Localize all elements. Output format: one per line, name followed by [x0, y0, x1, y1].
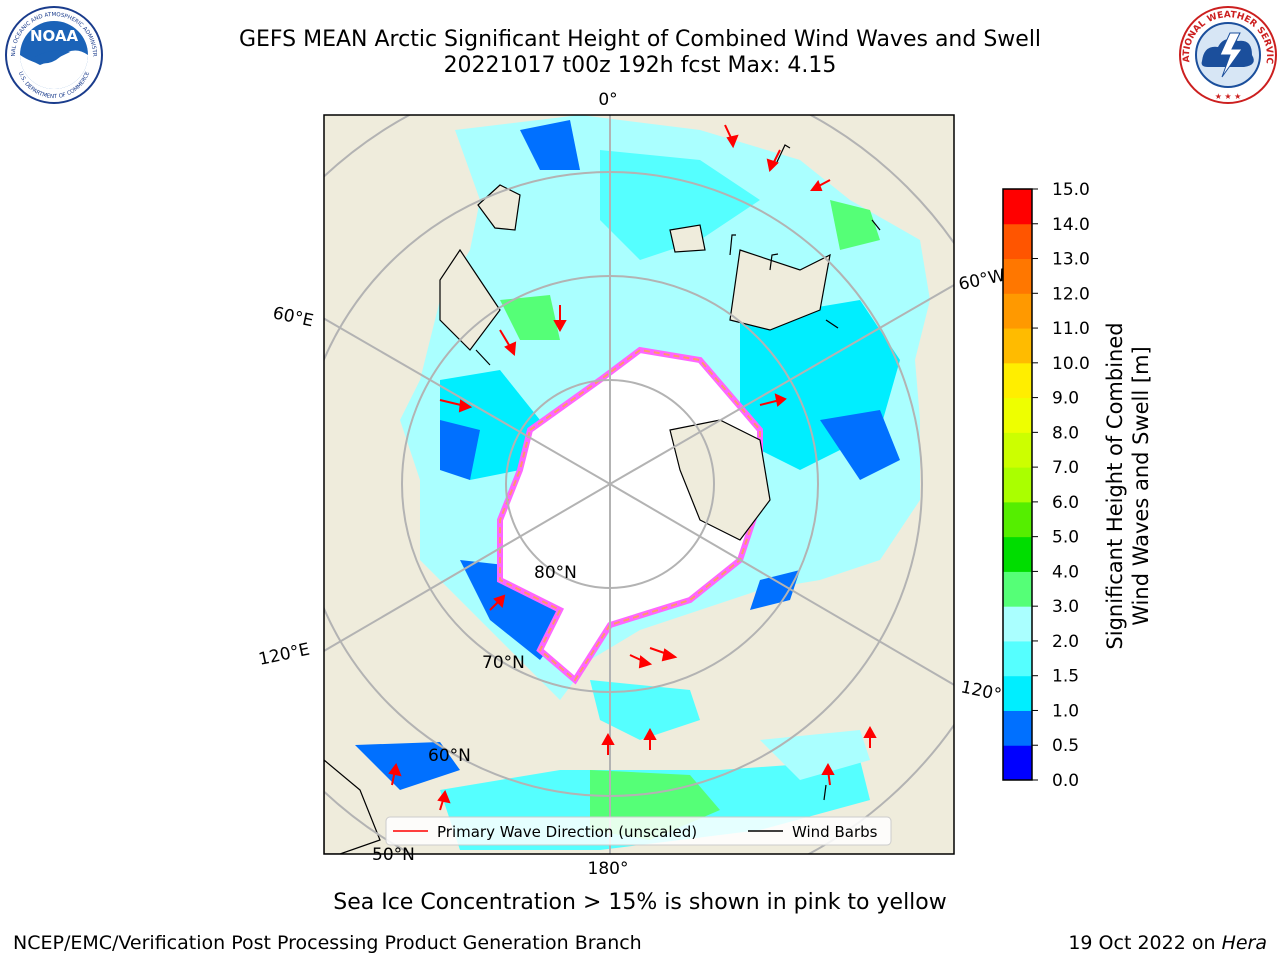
colorbar-bin [1003, 328, 1032, 364]
colorbar-bin [1003, 745, 1032, 781]
colorbar-bin [1003, 362, 1032, 399]
colorbar-bin [1003, 223, 1032, 260]
colorbar-bin [1003, 606, 1032, 642]
lat-label-70: 70°N [482, 653, 525, 673]
noaa-logo-text: NOAA [30, 27, 79, 45]
colorbar-tick-label: 7.0 [1052, 458, 1079, 478]
colorbar-tick-label: 2.0 [1052, 632, 1079, 652]
colorbar-tick-label: 10.0 [1052, 354, 1090, 374]
lon-label-120e: 120°E [257, 640, 312, 670]
map-body: Primary Wave Direction (unscaled) Wind B… [324, 115, 954, 854]
colorbar-bin [1003, 293, 1032, 329]
ice-note: Sea Ice Concentration > 15% is shown in … [333, 890, 947, 915]
landmasses [324, 184, 831, 854]
colorbar-tick-label: 11.0 [1052, 319, 1090, 339]
colorbar-bin [1003, 675, 1032, 711]
colorbar-tick-label: 12.0 [1052, 284, 1090, 304]
colorbar-bin [1003, 536, 1032, 572]
lat-label-60: 60°N [428, 746, 471, 766]
colorbar-bin [1003, 640, 1032, 677]
nws-logo: NATIONAL WEATHER SERVICE ★ ★ ★ [1178, 5, 1277, 104]
lat-label-50: 50°N [372, 845, 415, 865]
lon-label-0: 0° [598, 90, 617, 110]
legend-wave-label: Primary Wave Direction (unscaled) [437, 823, 697, 841]
colorbar-tick-label: 14.0 [1052, 215, 1090, 235]
map-legend: Primary Wave Direction (unscaled) Wind B… [385, 816, 892, 846]
footer-credit: NCEP/EMC/Verification Post Processing Pr… [13, 932, 642, 954]
colorbar-tick-label: 13.0 [1052, 250, 1090, 270]
lat-label-80: 80°N [534, 563, 577, 583]
map-frame [323, 114, 955, 855]
lon-label-180: 180° [588, 859, 629, 879]
colorbar-bin [1003, 710, 1032, 746]
noaa-logo: NOAA NATIONAL OCEANIC AND ATMOSPHERIC AD… [4, 5, 103, 104]
chart-subtitle: 20221017 t00z 192h fcst Max: 4.15 [443, 53, 837, 78]
colorbar-tick-label: 6.0 [1052, 493, 1079, 513]
colorbar-bin [1003, 397, 1032, 433]
colorbar-bin [1003, 467, 1032, 503]
colorbar-tick-label: 1.5 [1052, 667, 1079, 687]
colorbar-tick-label: 15.0 [1052, 180, 1090, 200]
colorbar-bin [1003, 258, 1032, 294]
svg-text:★ ★ ★: ★ ★ ★ [1215, 92, 1242, 101]
colorbar-tick-label: 1.0 [1052, 701, 1079, 721]
colorbar-tick-label: 4.0 [1052, 562, 1079, 582]
lon-label-60e: 60°E [271, 303, 315, 331]
colorbar-bin [1003, 432, 1032, 468]
colorbar-title: Significant Height of Combined Wind Wave… [1103, 322, 1153, 650]
colorbar-tick-label: 9.0 [1052, 389, 1079, 409]
legend-barb-label: Wind Barbs [792, 823, 878, 841]
wind-barbs [475, 144, 881, 801]
colorbar-tick-label: 0.5 [1052, 736, 1079, 756]
colorbar-bin [1003, 571, 1032, 607]
colorbar-bin [1003, 189, 1032, 225]
colorbar-bin [1003, 501, 1032, 538]
wave-direction-arrows [388, 124, 877, 811]
footer-date: 19 Oct 2022 on Hera [1068, 932, 1267, 954]
colorbar-tick-label: 8.0 [1052, 423, 1079, 443]
colorbar-tick-label: 3.0 [1052, 597, 1079, 617]
lon-label-60w: 60°W [957, 266, 1007, 295]
colorbar-frame [1002, 188, 1033, 781]
colorbar: 0.0 0.5 1.0 1.5 2.0 3.0 4.0 5.0 6.0 7.0 8.0 9.0 10.0… [1002, 180, 1090, 791]
colorbar-tick-label: 0.0 [1052, 771, 1079, 791]
colorbar-tick-label: 5.0 [1052, 528, 1079, 548]
footer-host: Hera [1221, 932, 1267, 954]
chart-title: GEFS MEAN Arctic Significant Height of C… [238, 27, 1042, 52]
